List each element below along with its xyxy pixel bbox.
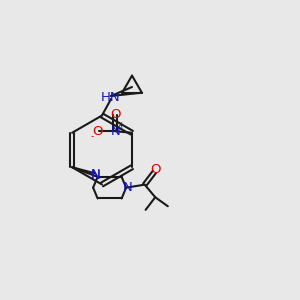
Text: O: O <box>92 125 103 138</box>
Text: +: + <box>117 122 124 130</box>
Text: HN: HN <box>100 91 120 104</box>
Text: N: N <box>91 168 101 181</box>
Text: O: O <box>151 163 161 176</box>
Text: N: N <box>123 181 133 194</box>
Text: N: N <box>91 169 101 182</box>
Text: -: - <box>90 132 94 141</box>
Text: O: O <box>110 108 121 121</box>
Text: N: N <box>110 125 120 138</box>
